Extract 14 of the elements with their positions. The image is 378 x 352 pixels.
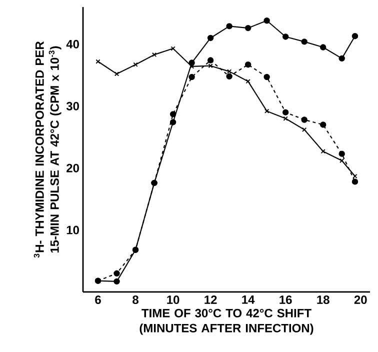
x-tick-label: 10 (167, 296, 180, 304)
x-tick-label: 8 (132, 296, 138, 304)
x-tick-label: 16 (280, 296, 292, 304)
x-tick-label: 18 (317, 296, 330, 304)
y-tick-label: 30 (66, 102, 79, 110)
x-tick-label: 20 (354, 296, 367, 304)
y-tick-label: 40 (66, 40, 79, 48)
y-tick-label: 20 (66, 164, 79, 172)
x-tick-label: 12 (204, 296, 217, 304)
y-tick-label: 10 (66, 226, 79, 234)
x-axis-title: TIME OF 30°C TO 42°C SHIFT (MINUTES AFTER INFECTION) (140, 308, 314, 335)
x-tick-label: 6 (95, 296, 101, 304)
x-tick-label: 14 (242, 296, 255, 304)
y-axis-title: $^{3}$H- THYMIDINE INCORPORATED PER 15-MIN PULSE AT 42°C (CPM x 10$^{-3}$) (34, 41, 62, 258)
